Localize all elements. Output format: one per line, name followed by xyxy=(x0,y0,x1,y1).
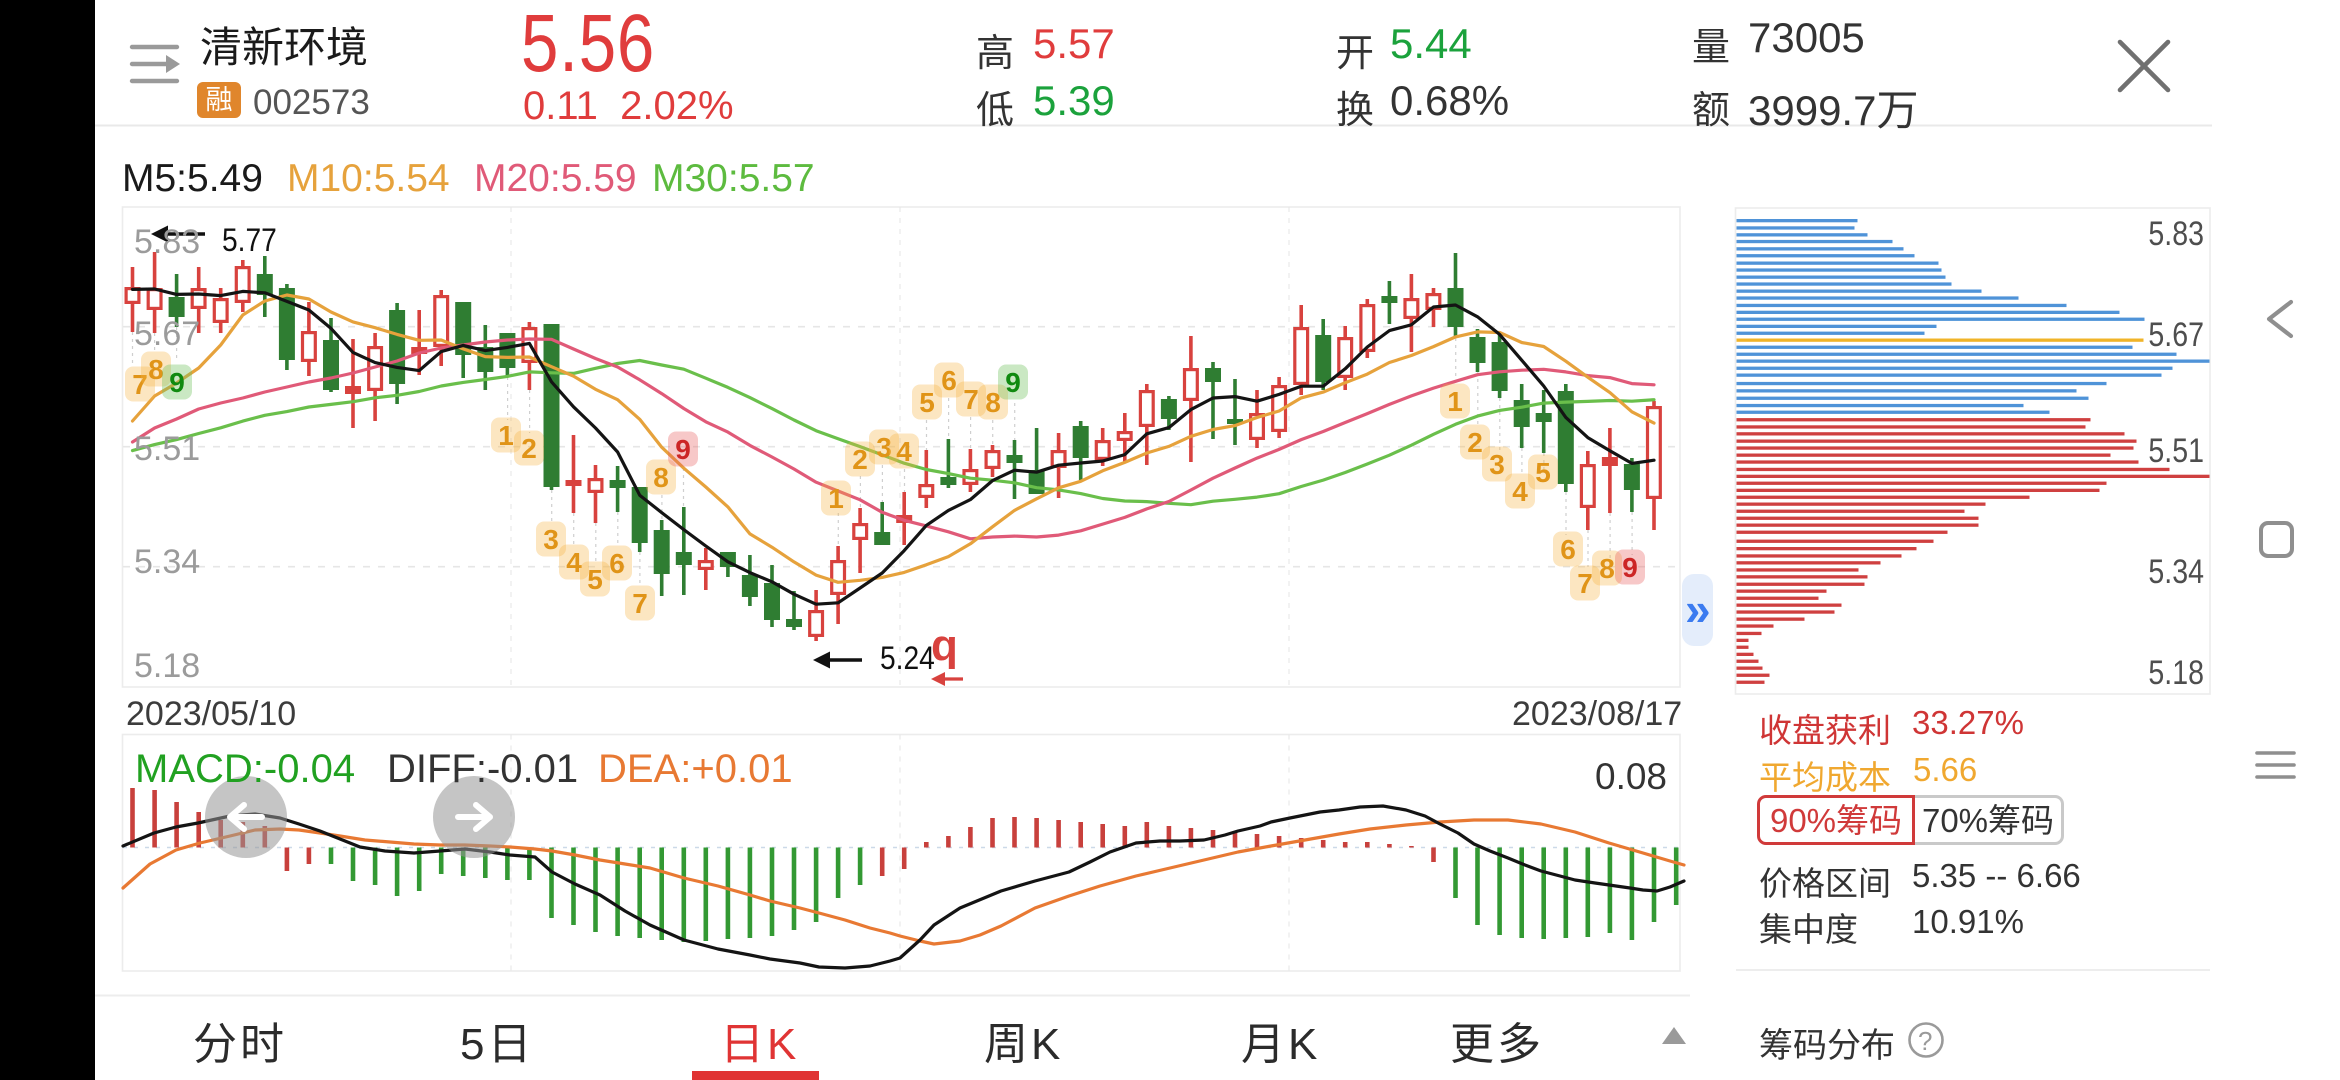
svg-text:5: 5 xyxy=(919,387,935,418)
svg-text:9: 9 xyxy=(1622,552,1638,583)
svg-text:9: 9 xyxy=(169,367,185,398)
svg-text:3: 3 xyxy=(543,524,559,555)
svg-text:6: 6 xyxy=(1560,534,1576,565)
svg-text:7: 7 xyxy=(963,384,979,415)
svg-text:5: 5 xyxy=(587,564,603,595)
svg-text:9: 9 xyxy=(1005,367,1021,398)
svg-text:5: 5 xyxy=(1535,457,1551,488)
svg-text:6: 6 xyxy=(609,548,625,579)
svg-text:4: 4 xyxy=(1512,476,1528,507)
svg-text:2: 2 xyxy=(852,444,868,475)
svg-text:4: 4 xyxy=(896,436,912,467)
svg-text:3: 3 xyxy=(1489,449,1505,480)
svg-text:7: 7 xyxy=(1577,568,1593,599)
svg-text:8: 8 xyxy=(148,354,164,385)
svg-text:4: 4 xyxy=(566,547,582,578)
svg-text:2: 2 xyxy=(521,433,537,464)
svg-text:1: 1 xyxy=(1447,386,1463,417)
svg-text:2: 2 xyxy=(1467,427,1483,458)
svg-text:9: 9 xyxy=(675,434,691,465)
svg-text:7: 7 xyxy=(132,369,148,400)
svg-text:8: 8 xyxy=(985,387,1001,418)
svg-text:7: 7 xyxy=(632,588,648,619)
svg-text:8: 8 xyxy=(1599,553,1615,584)
svg-text:1: 1 xyxy=(828,483,844,514)
svg-text:1: 1 xyxy=(498,420,514,451)
svg-text:3: 3 xyxy=(876,432,892,463)
svg-text:8: 8 xyxy=(653,462,669,493)
svg-text:6: 6 xyxy=(941,365,957,396)
